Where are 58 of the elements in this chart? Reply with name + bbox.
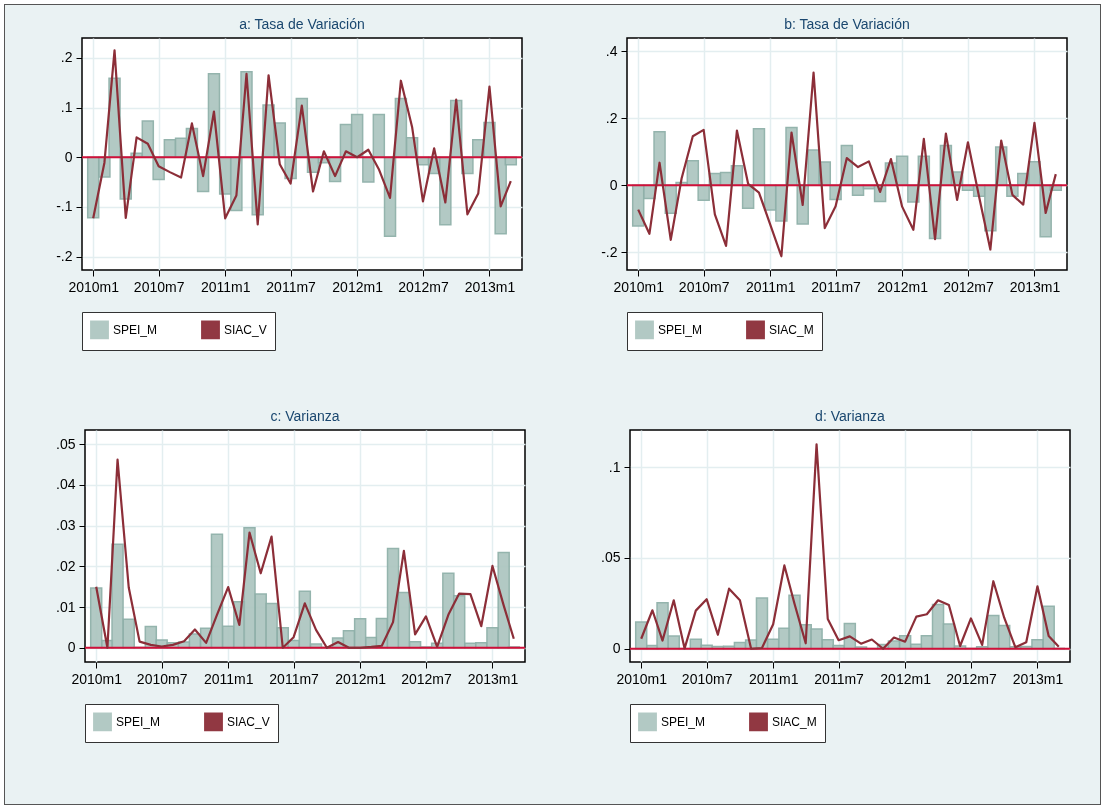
y-tick-label: .4 [605, 42, 618, 59]
y-tick-label: .2 [605, 109, 618, 126]
y-tick-label: -.2 [56, 248, 73, 265]
x-tick-label: 2011m1 [745, 278, 796, 295]
y-tick-label: .05 [56, 435, 76, 452]
x-tick-label: 2012m7 [946, 670, 997, 687]
x-tick-label: 2010m7 [678, 278, 730, 295]
x-tick-label: 2011m7 [811, 278, 862, 295]
x-tick-label: 2010m1 [71, 670, 123, 687]
x-tick-label: 2010m7 [681, 670, 733, 687]
y-tick-label: .02 [56, 557, 76, 574]
x-tick-label: 2010m1 [613, 278, 665, 295]
x-tick-label: 2012m1 [332, 278, 384, 295]
y-tick-label: .04 [56, 476, 76, 493]
legend-label: SIAC_V [224, 322, 267, 337]
y-tick-label: .1 [60, 99, 73, 116]
x-tick-label: 2012m1 [880, 670, 932, 687]
legend-label: SIAC_M [769, 322, 814, 337]
x-tick-label: 2011m7 [269, 670, 320, 687]
y-tick-label: .01 [56, 598, 76, 615]
x-tick-label: 2010m1 [68, 278, 120, 295]
chart-title: c: Varianza [270, 408, 340, 424]
x-tick-label: 2012m7 [943, 278, 994, 295]
x-tick-label: 2013m1 [464, 278, 516, 295]
y-tick-label: .2 [60, 49, 73, 66]
legend-label: SIAC_M [772, 714, 817, 729]
y-tick-label: 0 [609, 176, 618, 193]
y-tick-label: .03 [56, 517, 76, 534]
legend-label: SPEI_M [658, 322, 703, 337]
x-tick-label: 2010m7 [133, 278, 185, 295]
legend-label: SPEI_M [116, 714, 161, 729]
x-tick-label: 2011m1 [203, 670, 254, 687]
x-tick-label: 2012m1 [335, 670, 387, 687]
x-tick-label: 2011m1 [748, 670, 799, 687]
y-tick-label: .1 [608, 458, 621, 475]
x-tick-label: 2013m1 [1009, 278, 1061, 295]
y-tick-label: 0 [612, 640, 621, 657]
y-tick-label: .05 [601, 549, 621, 566]
x-tick-label: 2011m1 [200, 278, 251, 295]
x-tick-label: 2010m7 [136, 670, 188, 687]
chart-title: b: Tasa de Variación [784, 16, 910, 32]
legend-label: SIAC_V [227, 714, 270, 729]
y-tick-label: -.1 [56, 198, 73, 215]
y-tick-label: 0 [64, 148, 73, 165]
x-tick-label: 2012m7 [401, 670, 452, 687]
x-tick-label: 2010m1 [616, 670, 668, 687]
x-tick-label: 2013m1 [1012, 670, 1064, 687]
chart-title: a: Tasa de Variación [239, 16, 365, 32]
y-tick-label: -.2 [601, 243, 618, 260]
x-tick-label: 2011m7 [814, 670, 865, 687]
x-tick-label: 2013m1 [467, 670, 519, 687]
x-tick-label: 2012m1 [877, 278, 929, 295]
x-tick-label: 2012m7 [398, 278, 449, 295]
x-tick-label: 2011m7 [266, 278, 317, 295]
y-tick-label: 0 [67, 639, 76, 656]
legend-label: SPEI_M [113, 322, 158, 337]
chart-title: d: Varianza [815, 408, 886, 424]
legend-label: SPEI_M [661, 714, 706, 729]
